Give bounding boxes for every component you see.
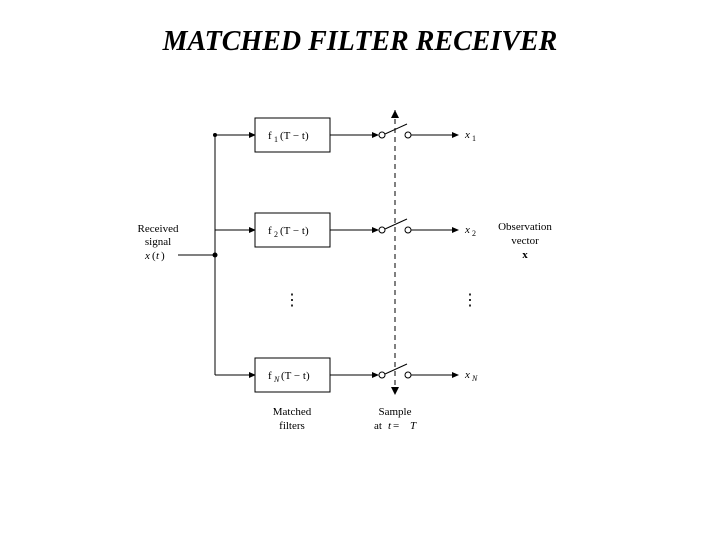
f2-prefix: f xyxy=(268,225,272,237)
fN-prefix: f xyxy=(268,370,272,382)
obs-label-3: x xyxy=(522,249,528,261)
sw1-r xyxy=(405,132,411,138)
obs-label-2: vector xyxy=(511,235,539,247)
fN-rest: (T − t) xyxy=(281,370,310,382)
x2-sub: 2 xyxy=(472,229,476,238)
x1-sub: 1 xyxy=(472,134,476,143)
junction-mid xyxy=(213,253,218,258)
sample-l2a: at xyxy=(374,420,382,432)
f2-sub: 2 xyxy=(274,230,278,239)
sw2-r xyxy=(405,227,411,233)
ellipsis-outputs: ⋮ xyxy=(462,292,478,309)
f1-prefix: f xyxy=(268,130,272,142)
sample-l2c: = xyxy=(393,420,399,432)
filters-label-1: Matched xyxy=(273,406,312,418)
fN-sub: N xyxy=(273,375,280,384)
xN-sub: N xyxy=(471,374,478,383)
page-title: MATCHED FILTER RECEIVER xyxy=(0,26,720,58)
f1-sub: 1 xyxy=(274,135,278,144)
input-t: t xyxy=(156,250,160,262)
input-x: x xyxy=(144,250,150,262)
sample-label-1: Sample xyxy=(379,406,412,418)
dash-top-arrow xyxy=(391,110,399,118)
input-label-2: signal xyxy=(145,236,171,248)
f2-rest: (T − t) xyxy=(280,225,309,237)
x1-prefix: x xyxy=(464,129,470,141)
obs-label-1: Observation xyxy=(498,221,552,233)
sw2-arm xyxy=(385,219,407,229)
f1-rest: (T − t) xyxy=(280,130,309,142)
ellipsis-filters: ⋮ xyxy=(284,292,300,309)
input-paren-r: ) xyxy=(161,250,165,262)
x2-prefix: x xyxy=(464,224,470,236)
sample-l2d: T xyxy=(410,420,417,432)
matched-filter-diagram: Received signal x ( t ) f 1 (T − t) x 1 … xyxy=(120,80,600,480)
dash-bot-arrow xyxy=(391,387,399,395)
swN-arm xyxy=(385,364,407,374)
sample-l2b: t xyxy=(388,420,392,432)
xN-prefix: x xyxy=(464,369,470,381)
filters-label-2: filters xyxy=(279,420,305,432)
sw2-l xyxy=(379,227,385,233)
swN-l xyxy=(379,372,385,378)
sw1-arm xyxy=(385,124,407,134)
swN-r xyxy=(405,372,411,378)
input-label-1: Received xyxy=(138,223,179,235)
sw1-l xyxy=(379,132,385,138)
